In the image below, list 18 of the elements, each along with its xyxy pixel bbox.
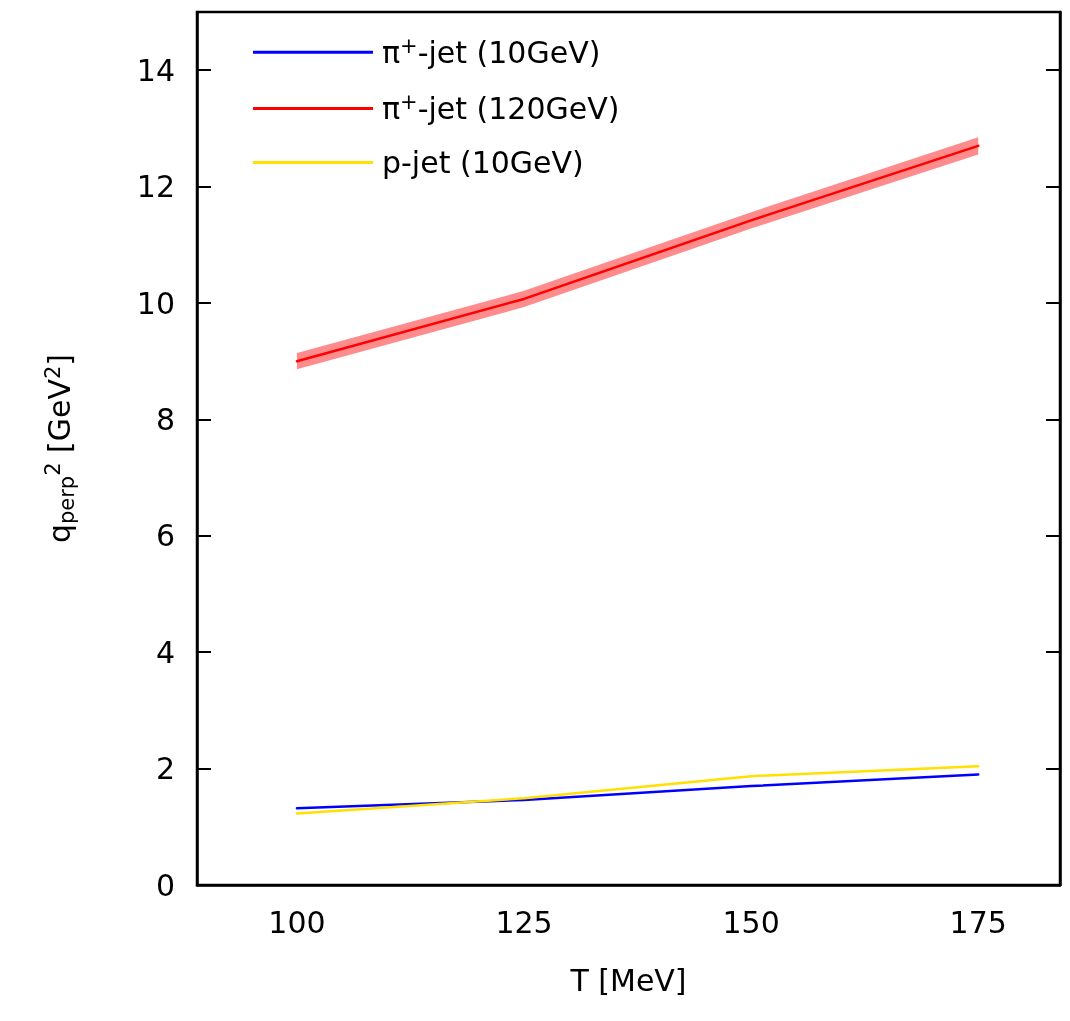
legend-label: π+-jet (120GeV)	[382, 89, 620, 126]
y-tick-label: 12	[136, 169, 175, 205]
y-tick-label: 8	[155, 401, 175, 437]
x-tick-label: 100	[268, 904, 326, 940]
x-tick-label: 175	[949, 904, 1007, 940]
legend-label: π+-jet (10GeV)	[382, 33, 601, 70]
y-tick-label: 10	[136, 285, 175, 321]
x-tick-label: 125	[495, 904, 553, 940]
y-tick-label: 14	[136, 52, 175, 88]
x-axis-title: T [MeV]	[569, 962, 687, 998]
y-tick-label: 6	[155, 518, 175, 554]
y-tick-label: 0	[155, 867, 175, 903]
x-tick-label: 150	[722, 904, 780, 940]
y-tick-label: 2	[155, 751, 175, 787]
y-axis-title: qperp2 [GeV2]	[41, 353, 79, 544]
line-series	[295, 765, 980, 815]
y-tick-label: 4	[155, 634, 175, 670]
legend-label: p-jet (10GeV)	[382, 145, 584, 180]
